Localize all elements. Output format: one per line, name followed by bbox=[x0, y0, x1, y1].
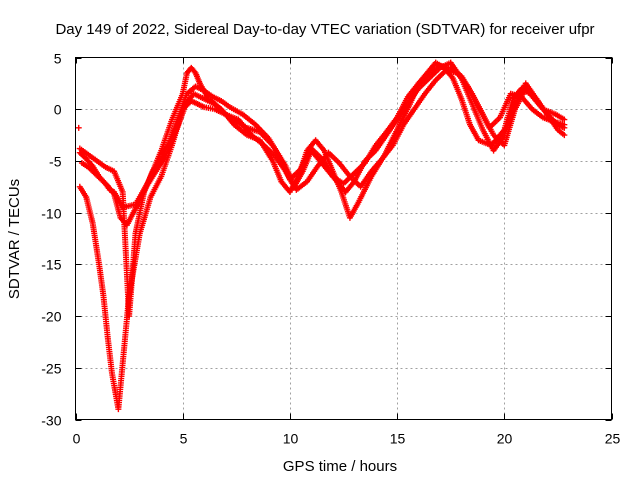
data-point bbox=[561, 132, 568, 139]
data-point bbox=[561, 121, 568, 128]
series-trace-c bbox=[76, 62, 566, 320]
data-point bbox=[191, 68, 198, 75]
data-point bbox=[561, 116, 568, 123]
y-tick-label: -20 bbox=[41, 309, 61, 325]
chart-title: Day 149 of 2022, Sidereal Day-to-day VTE… bbox=[55, 21, 594, 38]
y-tick-labels: 5 0 -5 -10 -15 -20 -25 -30 bbox=[41, 51, 61, 429]
y-tick-label: -25 bbox=[41, 361, 61, 377]
plot-frame bbox=[75, 57, 612, 420]
y-tick-label: -10 bbox=[41, 206, 61, 222]
x-tick-label: 5 bbox=[180, 431, 188, 447]
series-trace-d bbox=[78, 66, 566, 229]
x-tick-label: 25 bbox=[605, 431, 621, 447]
y-tick-label: -30 bbox=[41, 413, 61, 429]
axis-ticks bbox=[75, 57, 613, 421]
y-tick-label: -5 bbox=[49, 154, 62, 170]
series-trace-b bbox=[76, 59, 566, 413]
y-tick-label: 0 bbox=[54, 102, 62, 118]
x-tick-label: 10 bbox=[283, 431, 299, 447]
x-tick-label: 15 bbox=[390, 431, 406, 447]
x-tick-labels: 0 5 10 15 20 25 bbox=[73, 431, 621, 447]
x-tick-label: 0 bbox=[73, 431, 81, 447]
data-point bbox=[75, 124, 82, 131]
y-tick-label: -15 bbox=[41, 257, 61, 273]
data-points bbox=[75, 59, 568, 413]
x-axis-label: GPS time / hours bbox=[283, 458, 397, 475]
y-axis-label: SDTVAR / TECUs bbox=[6, 179, 23, 299]
x-tick-label: 20 bbox=[497, 431, 513, 447]
grid-lines bbox=[75, 57, 612, 420]
y-tick-label: 5 bbox=[54, 51, 62, 67]
